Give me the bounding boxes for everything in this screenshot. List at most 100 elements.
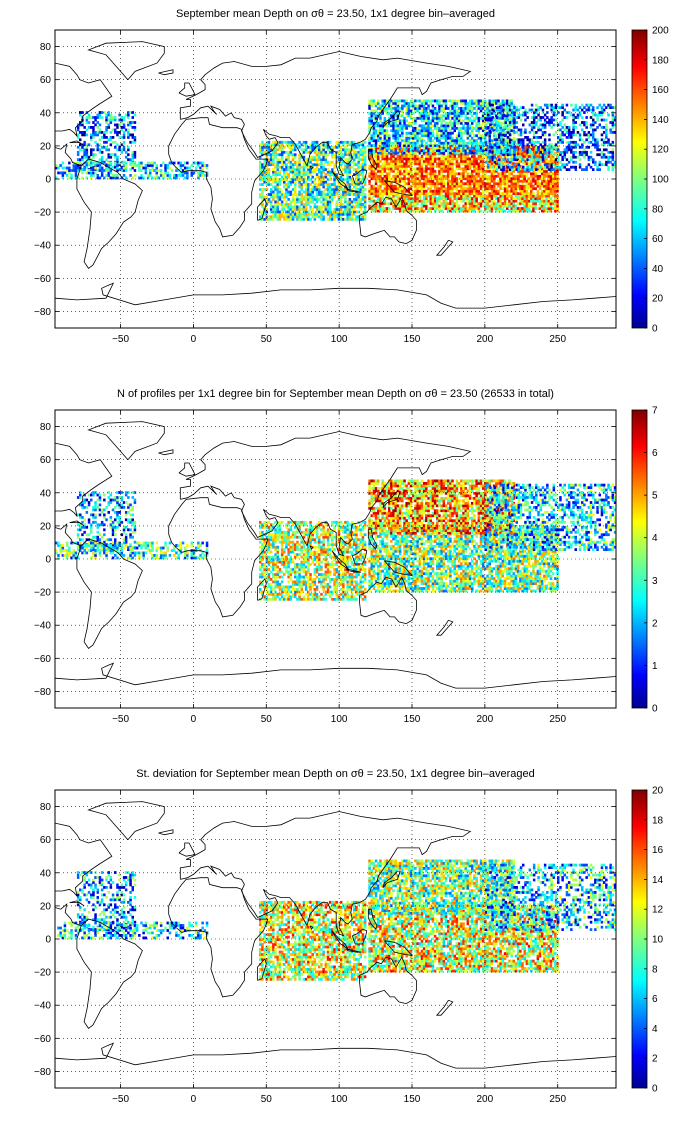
- cell: [385, 129, 389, 133]
- cell: [431, 107, 435, 110]
- cell: [457, 192, 461, 195]
- cell: [442, 189, 446, 193]
- cell: [436, 151, 439, 155]
- cell: [427, 151, 430, 155]
- cell: [392, 102, 395, 105]
- cell: [361, 140, 365, 144]
- cell: [403, 102, 406, 105]
- cell: [521, 150, 524, 153]
- cell: [105, 140, 108, 144]
- cell: [118, 118, 121, 122]
- cell: [444, 126, 448, 130]
- cell: [287, 190, 290, 194]
- cell: [484, 160, 488, 164]
- cell: [449, 119, 452, 123]
- cell: [339, 163, 343, 167]
- cell: [475, 104, 478, 108]
- cell: [486, 131, 489, 135]
- cell: [479, 107, 483, 110]
- cell: [431, 104, 435, 108]
- cell: [442, 199, 446, 203]
- cell: [556, 150, 559, 153]
- cell: [337, 195, 341, 199]
- cell: [460, 136, 463, 140]
- cell: [374, 157, 378, 161]
- cell: [383, 162, 387, 166]
- cell: [383, 184, 387, 188]
- cell: [438, 169, 441, 173]
- cell: [514, 150, 518, 153]
- cell: [131, 150, 134, 154]
- cell: [298, 155, 301, 159]
- cell: [547, 162, 550, 166]
- cell: [396, 139, 400, 143]
- cell: [523, 162, 526, 166]
- cell: [506, 141, 509, 145]
- cell: [534, 197, 537, 200]
- cell: [368, 199, 371, 203]
- cell: [420, 184, 424, 188]
- cell: [398, 157, 402, 161]
- cell: [460, 189, 463, 193]
- cell: [294, 170, 297, 174]
- cell: [477, 99, 481, 103]
- cell: [105, 118, 108, 122]
- cell: [512, 204, 515, 208]
- cell: [379, 104, 382, 108]
- cell: [414, 179, 417, 183]
- cell: [497, 202, 500, 205]
- cell: [481, 102, 485, 105]
- cell: [318, 188, 321, 191]
- cell: [326, 193, 330, 196]
- cell: [484, 207, 487, 210]
- cell: [433, 146, 437, 150]
- cell: [506, 131, 510, 134]
- cell: [394, 172, 397, 176]
- cell: [549, 202, 553, 205]
- cell: [523, 204, 526, 208]
- cell: [92, 133, 95, 137]
- cell: [475, 139, 478, 143]
- cell: [131, 111, 134, 114]
- cell: [302, 148, 306, 152]
- cell: [350, 180, 354, 184]
- cell: [490, 141, 494, 145]
- cell: [298, 175, 301, 179]
- cell: [407, 177, 411, 181]
- cell: [392, 116, 395, 120]
- cell: [414, 107, 417, 110]
- cell: [296, 212, 299, 216]
- cell: [396, 155, 400, 158]
- cell: [283, 185, 286, 189]
- cell: [355, 210, 358, 214]
- cell: [495, 160, 498, 163]
- cell: [449, 164, 452, 168]
- cell: [350, 210, 354, 214]
- cell: [433, 121, 437, 125]
- cell: [131, 140, 134, 144]
- cell: [431, 207, 435, 210]
- cell: [285, 203, 288, 206]
- cell: [479, 126, 483, 130]
- cell: [201, 164, 204, 167]
- cell: [551, 177, 555, 181]
- cell: [536, 162, 540, 166]
- cell: [477, 126, 481, 130]
- cell: [350, 193, 354, 196]
- cell: [556, 174, 559, 178]
- cell: [545, 202, 548, 205]
- cell: [390, 184, 393, 188]
- cell: [337, 178, 341, 181]
- cell: [335, 178, 338, 181]
- cell: [506, 113, 510, 117]
- cell: [346, 173, 349, 176]
- cell: [477, 164, 481, 168]
- cell: [263, 143, 266, 147]
- cell: [90, 136, 93, 139]
- cell: [267, 215, 271, 219]
- cell: [451, 149, 454, 152]
- cell: [394, 139, 397, 143]
- cell: [151, 166, 154, 170]
- cell: [401, 151, 404, 155]
- cell: [401, 167, 404, 171]
